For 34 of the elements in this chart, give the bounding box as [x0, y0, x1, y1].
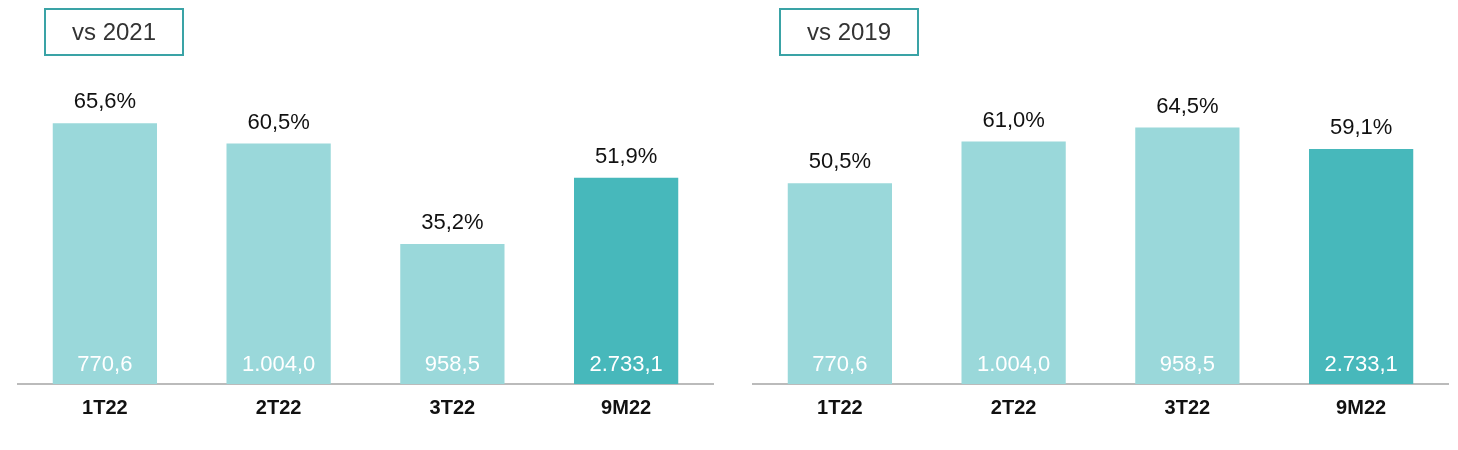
bar: [574, 177, 679, 384]
annotation: 770,6: [812, 351, 868, 377]
chart-title: vs 2019: [779, 8, 920, 56]
bar: [1135, 127, 1240, 384]
annotation: 958,5: [1159, 351, 1215, 377]
data-label: 51,9%: [594, 142, 658, 168]
x-tick-label: 2T22: [255, 395, 302, 418]
annotation: 958,5: [424, 351, 480, 377]
x-tick-label: 3T22: [1164, 395, 1211, 418]
x-tick-label: 9M22: [1336, 395, 1387, 418]
x-tick-label: 3T22: [429, 395, 476, 418]
bar: [400, 244, 505, 384]
annotation: 1.004,0: [976, 351, 1051, 377]
bar: [52, 123, 157, 384]
data-label: 61,0%: [982, 106, 1045, 132]
x-tick-label: 2T22: [990, 395, 1037, 418]
bar: [1309, 149, 1414, 384]
data-label: 50,5%: [808, 148, 872, 174]
annotation: 1.004,0: [241, 351, 316, 377]
chart-title: vs 2021: [44, 8, 185, 56]
annotation: 2.733,1: [589, 351, 663, 377]
annotation: 770,6: [77, 351, 133, 377]
data-label: 64,5%: [1156, 92, 1219, 118]
bar: [961, 141, 1066, 384]
data-label: 35,2%: [421, 209, 484, 235]
data-label: 60,5%: [247, 108, 310, 134]
x-tick-label: 9M22: [601, 395, 652, 418]
x-tick-label: 1T22: [82, 395, 128, 418]
data-label: 59,1%: [1329, 114, 1393, 140]
bar: [226, 143, 331, 384]
data-label: 65,6%: [73, 88, 137, 114]
bar: [787, 183, 892, 384]
annotation: 2.733,1: [1324, 351, 1398, 377]
x-tick-label: 1T22: [817, 395, 863, 418]
